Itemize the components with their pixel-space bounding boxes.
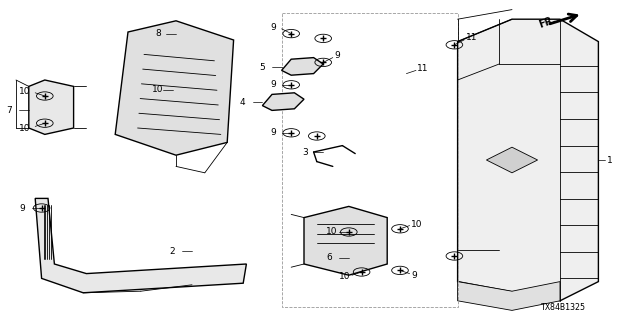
Text: 1: 1 bbox=[607, 156, 612, 164]
Text: 9: 9 bbox=[19, 204, 25, 212]
Text: 9: 9 bbox=[270, 128, 276, 137]
Text: 8: 8 bbox=[155, 29, 161, 38]
Text: 9: 9 bbox=[270, 23, 276, 32]
Text: 10: 10 bbox=[326, 228, 338, 236]
Text: 7: 7 bbox=[6, 106, 12, 115]
Text: 2: 2 bbox=[170, 247, 175, 256]
Text: 10: 10 bbox=[339, 272, 351, 281]
Polygon shape bbox=[29, 80, 74, 134]
Text: TX84B1325: TX84B1325 bbox=[541, 303, 586, 312]
Text: 4: 4 bbox=[240, 98, 246, 107]
Text: 3: 3 bbox=[302, 148, 308, 156]
Text: 10: 10 bbox=[152, 85, 163, 94]
Text: 9: 9 bbox=[270, 80, 276, 89]
Text: 11: 11 bbox=[466, 33, 477, 42]
Polygon shape bbox=[262, 93, 304, 110]
Polygon shape bbox=[35, 198, 246, 293]
Text: 5: 5 bbox=[259, 63, 265, 72]
Text: 11: 11 bbox=[417, 64, 429, 73]
Polygon shape bbox=[282, 58, 323, 75]
Text: 10: 10 bbox=[411, 220, 422, 229]
Text: 9: 9 bbox=[334, 51, 340, 60]
Polygon shape bbox=[458, 19, 598, 301]
Text: 6: 6 bbox=[326, 253, 332, 262]
Polygon shape bbox=[458, 282, 560, 310]
Text: 10: 10 bbox=[19, 87, 31, 96]
Polygon shape bbox=[115, 21, 234, 155]
Polygon shape bbox=[486, 147, 538, 173]
Text: 9: 9 bbox=[411, 271, 417, 280]
Text: 10: 10 bbox=[19, 124, 31, 132]
Polygon shape bbox=[304, 206, 387, 275]
Text: FR.: FR. bbox=[538, 15, 558, 30]
